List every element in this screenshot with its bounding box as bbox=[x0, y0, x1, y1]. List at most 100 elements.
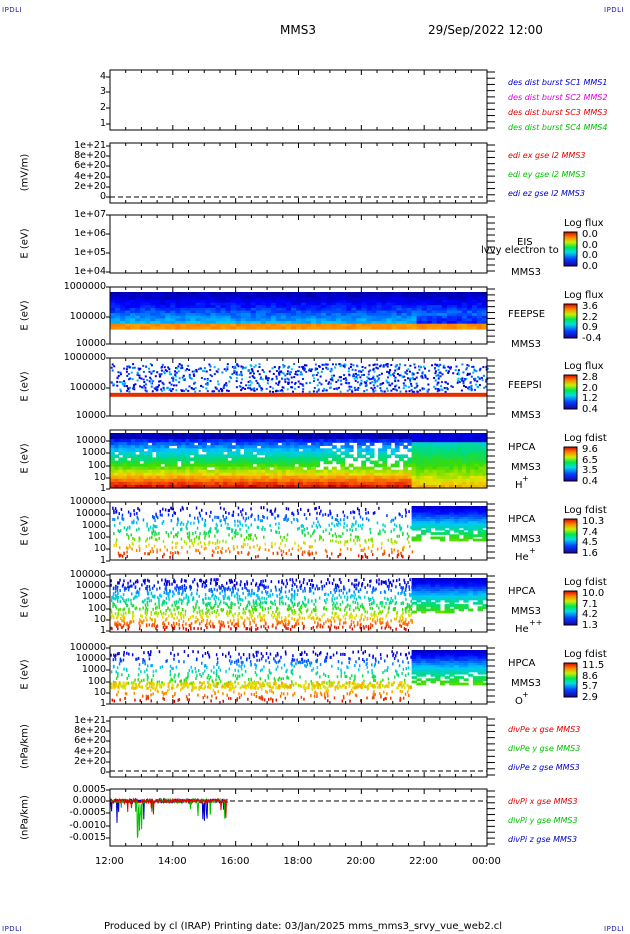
spectrogram-cell bbox=[256, 370, 259, 373]
spectrogram-cell bbox=[237, 614, 239, 618]
spectrogram-cell bbox=[228, 527, 231, 530]
spectrogram-cell bbox=[170, 299, 176, 304]
spectrogram-cell bbox=[210, 307, 217, 312]
spectrogram-cell bbox=[235, 463, 241, 468]
spectrogram-cell bbox=[240, 374, 243, 377]
spectrogram-cell bbox=[386, 299, 393, 304]
spectrogram-cell bbox=[228, 511, 230, 515]
spectrogram-cell bbox=[185, 445, 191, 449]
spectrogram-cell bbox=[120, 297, 126, 301]
spectrogram-cell bbox=[356, 377, 359, 380]
spectrogram-cell bbox=[306, 323, 312, 327]
spectrogram-cell bbox=[277, 454, 283, 459]
spectrogram-cell bbox=[110, 310, 116, 314]
spectrogram-cell bbox=[386, 436, 392, 440]
spectrogram-cell bbox=[122, 457, 128, 462]
spectrogram-cell bbox=[356, 364, 358, 367]
spectrogram-cell bbox=[214, 542, 217, 545]
spectrogram-cell bbox=[227, 389, 230, 392]
spectrogram-cell bbox=[123, 382, 126, 385]
spectrogram-cell bbox=[435, 510, 441, 514]
spectrogram-cell bbox=[351, 326, 357, 330]
spectrogram-cell bbox=[174, 375, 177, 378]
spectrogram-cell bbox=[233, 547, 235, 551]
spectrogram-cell bbox=[392, 518, 395, 522]
spectrogram-cell bbox=[322, 513, 324, 517]
spectrogram-cell bbox=[185, 460, 191, 465]
spectrogram-cell bbox=[302, 589, 304, 593]
spectrogram-cell bbox=[140, 315, 146, 319]
spectrogram-cell bbox=[253, 387, 256, 390]
spectrogram-cell bbox=[390, 389, 393, 392]
spectrogram-cell bbox=[303, 367, 306, 370]
spectrogram-cell bbox=[336, 475, 341, 480]
spectrogram-cell bbox=[411, 372, 414, 375]
spectrogram-cell bbox=[446, 299, 453, 304]
spectrogram-cell bbox=[231, 445, 237, 449]
spectrogram-cell bbox=[478, 436, 484, 440]
spectrogram-cell bbox=[321, 292, 327, 296]
spectrogram-cell bbox=[112, 593, 115, 596]
spectrogram-cell bbox=[288, 548, 290, 552]
spectrogram-cell bbox=[436, 481, 442, 486]
spectrogram-cell bbox=[322, 625, 324, 629]
spectrogram-cell bbox=[331, 552, 333, 556]
spectrogram-cell bbox=[376, 375, 379, 378]
spectrogram-cell bbox=[218, 454, 224, 459]
spectrogram-cell bbox=[403, 466, 408, 471]
spectrogram-cell bbox=[357, 481, 362, 486]
spectrogram-cell bbox=[378, 451, 383, 455]
spectrogram-cell bbox=[423, 374, 426, 376]
spectrogram-cell bbox=[245, 535, 248, 539]
spectrogram-cell bbox=[451, 318, 458, 322]
spectrogram-cell bbox=[357, 524, 360, 528]
spectrogram-cell bbox=[309, 545, 312, 549]
spectrogram-cell bbox=[177, 439, 182, 443]
spectrogram-cell bbox=[405, 514, 407, 518]
spectrogram-cell bbox=[217, 605, 219, 608]
spectrogram-cell bbox=[326, 318, 332, 322]
spectrogram-cell bbox=[240, 510, 242, 514]
spectrogram-cell bbox=[205, 307, 212, 312]
spectrogram-cell bbox=[241, 367, 244, 370]
spectrogram-cell bbox=[139, 385, 141, 388]
spectrogram-cell bbox=[259, 598, 261, 602]
spectrogram-cell bbox=[185, 305, 191, 309]
spectrogram-cell bbox=[327, 454, 333, 459]
spectrogram-cell bbox=[199, 551, 201, 555]
spectrogram-cell bbox=[398, 386, 401, 389]
spectrogram-cell bbox=[244, 445, 249, 449]
spectrogram-cell bbox=[130, 318, 136, 322]
spectrogram-cell bbox=[182, 590, 184, 594]
spectrogram-cell bbox=[431, 318, 438, 322]
spectrogram-cell bbox=[175, 318, 181, 322]
spectrogram-cell bbox=[264, 527, 266, 531]
spectrogram-cell bbox=[296, 299, 302, 304]
spectrogram-cell bbox=[446, 388, 449, 391]
spectrogram-cell bbox=[185, 466, 191, 471]
spectrogram-cell bbox=[265, 321, 272, 325]
spectrogram-cell bbox=[371, 294, 377, 298]
spectrogram-cell bbox=[181, 466, 186, 471]
spectrogram-cell bbox=[371, 321, 377, 325]
spectrogram-cell bbox=[288, 371, 291, 374]
spectrogram-cell bbox=[188, 368, 191, 371]
spectrogram-cell bbox=[451, 302, 458, 306]
spectrogram-cell bbox=[344, 617, 347, 621]
spectrogram-cell bbox=[338, 616, 340, 620]
spectrogram-cell bbox=[181, 475, 186, 480]
spectrogram-cell bbox=[361, 310, 367, 314]
spectrogram-cell bbox=[215, 522, 218, 526]
spectrogram-cell bbox=[143, 469, 149, 474]
spectrogram-cell bbox=[439, 523, 446, 527]
spectrogram-cell bbox=[327, 625, 330, 629]
spectrogram-cell bbox=[446, 326, 453, 330]
spectrogram-cell bbox=[189, 439, 195, 443]
spectrogram-cell bbox=[167, 509, 170, 513]
spectrogram-cell bbox=[252, 472, 258, 477]
spectrogram-cell bbox=[416, 525, 422, 529]
spectrogram-cell bbox=[160, 307, 166, 312]
spectrogram-cell bbox=[371, 591, 373, 595]
spectrogram-cell bbox=[476, 305, 483, 309]
spectrogram-cell bbox=[348, 469, 354, 474]
